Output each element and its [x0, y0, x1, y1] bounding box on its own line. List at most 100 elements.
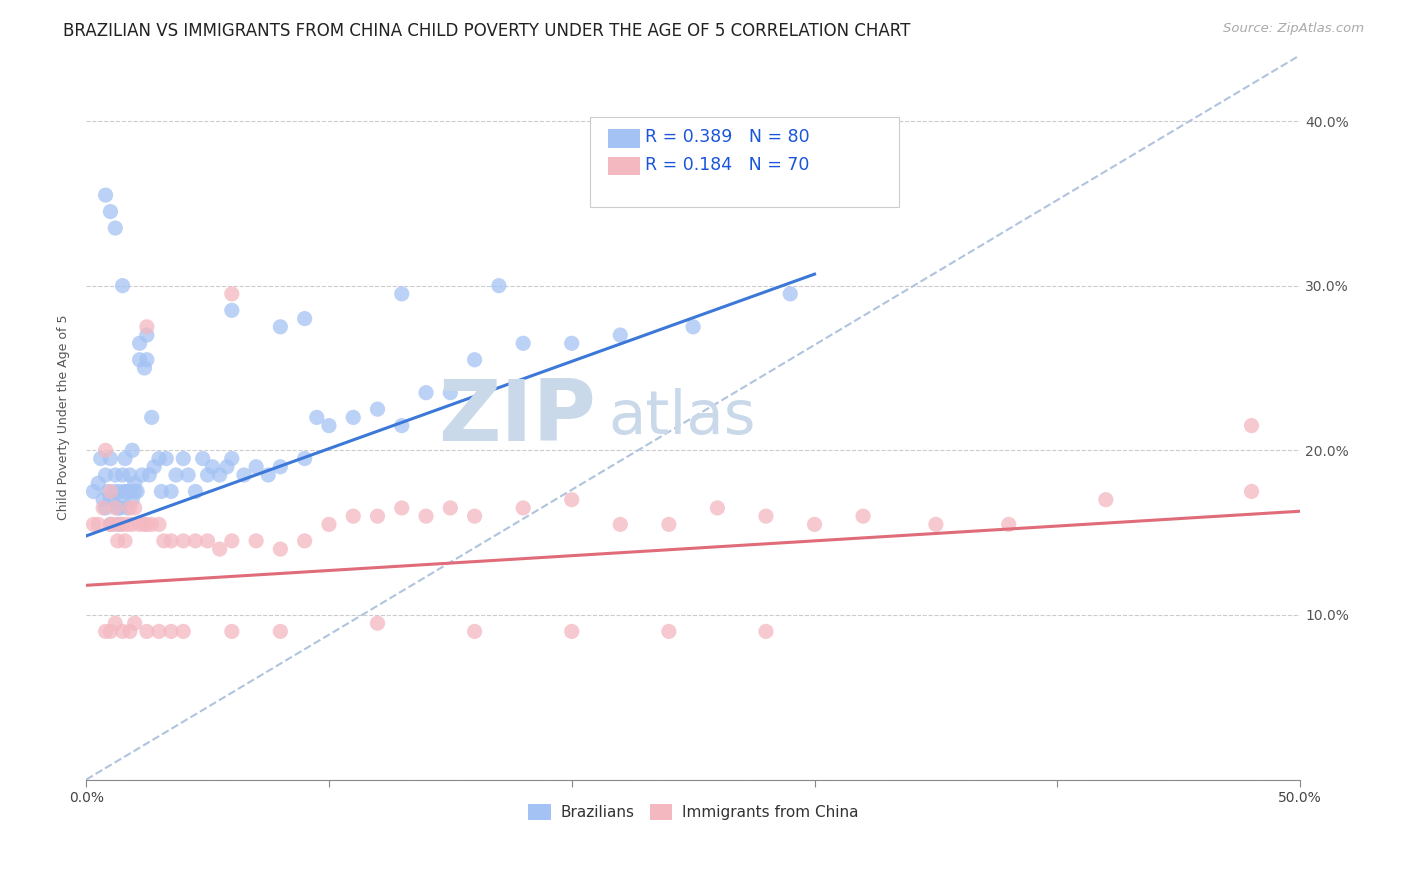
Point: [135, 328, 157, 343]
Point: [391, 286, 413, 301]
Point: [197, 533, 219, 548]
Point: [658, 624, 681, 639]
Point: [257, 468, 280, 483]
Point: [1240, 418, 1263, 433]
Point: [803, 517, 825, 532]
Point: [128, 336, 150, 351]
Point: [779, 286, 801, 301]
Point: [172, 533, 194, 548]
Point: [160, 484, 183, 499]
Point: [269, 542, 291, 557]
Point: [87, 476, 110, 491]
Point: [108, 500, 131, 515]
Point: [121, 517, 143, 532]
Point: [101, 492, 124, 507]
Point: [97, 484, 120, 499]
Point: [269, 459, 291, 474]
Point: [135, 352, 157, 367]
Point: [108, 517, 131, 532]
Point: [141, 410, 163, 425]
Point: [391, 418, 413, 433]
Point: [439, 385, 461, 400]
Point: [124, 500, 146, 515]
Point: [172, 451, 194, 466]
Point: [121, 443, 143, 458]
Point: [111, 624, 134, 639]
Point: [94, 188, 117, 202]
Point: [117, 500, 139, 515]
Point: [221, 624, 243, 639]
Point: [91, 492, 114, 507]
Text: Source: ZipAtlas.com: Source: ZipAtlas.com: [1223, 22, 1364, 36]
Point: [100, 517, 122, 532]
Point: [135, 517, 157, 532]
Point: [82, 517, 104, 532]
Point: [208, 468, 231, 483]
Point: [997, 517, 1019, 532]
Point: [118, 484, 141, 499]
Point: [148, 517, 170, 532]
Point: [101, 517, 124, 532]
Point: [366, 616, 388, 631]
Text: ZIP: ZIP: [439, 376, 596, 458]
Point: [114, 484, 136, 499]
Point: [117, 484, 139, 499]
Point: [342, 410, 364, 425]
Point: [1095, 492, 1118, 507]
Point: [160, 533, 183, 548]
Point: [160, 624, 183, 639]
Point: [104, 616, 127, 631]
Point: [104, 500, 127, 515]
Point: [141, 517, 163, 532]
Point: [111, 517, 134, 532]
Point: [134, 361, 156, 376]
Point: [706, 500, 728, 515]
Point: [177, 468, 200, 483]
Point: [682, 319, 704, 334]
Text: R = 0.389   N = 80: R = 0.389 N = 80: [644, 128, 810, 146]
Point: [488, 278, 510, 293]
Point: [128, 352, 150, 367]
Point: [191, 451, 214, 466]
Point: [305, 410, 328, 425]
Point: [512, 336, 534, 351]
Point: [100, 451, 122, 466]
Point: [114, 533, 136, 548]
Point: [609, 517, 631, 532]
Y-axis label: Child Poverty Under the Age of 5: Child Poverty Under the Age of 5: [58, 315, 70, 520]
Point: [153, 533, 176, 548]
Point: [197, 468, 219, 483]
Point: [294, 311, 316, 326]
Point: [87, 517, 110, 532]
Point: [118, 500, 141, 515]
Point: [391, 500, 413, 515]
Point: [318, 517, 340, 532]
Point: [464, 352, 486, 367]
Point: [135, 624, 157, 639]
Point: [111, 492, 134, 507]
Point: [184, 484, 207, 499]
Point: [124, 616, 146, 631]
Point: [111, 278, 134, 293]
Point: [208, 542, 231, 557]
Point: [121, 492, 143, 507]
Point: [221, 451, 243, 466]
Point: [94, 500, 117, 515]
Point: [269, 319, 291, 334]
Point: [165, 468, 187, 483]
Point: [94, 624, 117, 639]
Point: [755, 624, 778, 639]
Point: [561, 336, 583, 351]
Point: [366, 509, 388, 524]
Point: [221, 286, 243, 301]
Point: [464, 509, 486, 524]
Point: [184, 533, 207, 548]
Point: [134, 517, 156, 532]
Point: [658, 517, 681, 532]
Point: [233, 468, 256, 483]
Point: [561, 492, 583, 507]
Point: [104, 484, 127, 499]
FancyBboxPatch shape: [609, 157, 640, 176]
Point: [201, 459, 224, 474]
Point: [172, 624, 194, 639]
